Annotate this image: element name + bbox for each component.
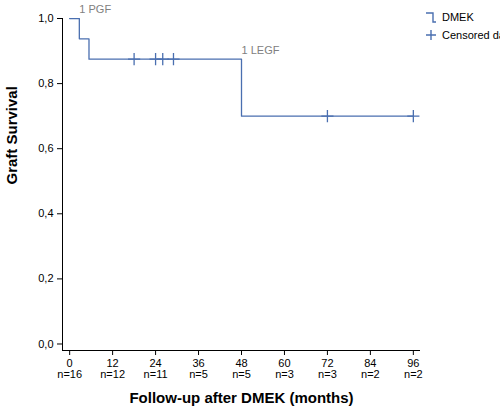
svg-text:0,6: 0,6	[38, 142, 53, 154]
svg-text:Follow-up after DMEK (months): Follow-up after DMEK (months)	[129, 389, 353, 406]
svg-text:0,2: 0,2	[38, 272, 53, 284]
svg-text:36n=5: 36n=5	[189, 357, 208, 380]
svg-text:84n=2: 84n=2	[361, 357, 380, 380]
svg-text:24n=11: 24n=11	[144, 357, 168, 380]
svg-text:0,0: 0,0	[38, 338, 53, 350]
html-text:DMEK: DMEK	[442, 11, 474, 23]
svg-text:48n=5: 48n=5	[232, 357, 251, 380]
svg-text:1 PGF: 1 PGF	[79, 3, 111, 15]
svg-text:1,0: 1,0	[38, 12, 53, 24]
svg-text:0,4: 0,4	[38, 207, 53, 219]
svg-text:96n=2: 96n=2	[404, 357, 423, 380]
svg-text:60n=3: 60n=3	[275, 357, 294, 380]
svg-text:72n=3: 72n=3	[318, 357, 337, 380]
svg-text:0,8: 0,8	[38, 77, 53, 89]
svg-text:0n=16: 0n=16	[57, 357, 82, 380]
svg-text:12n=12: 12n=12	[100, 357, 125, 380]
svg-text:Graft Survival: Graft Survival	[3, 86, 20, 184]
svg-text:1 LEGF: 1 LEGF	[242, 44, 280, 56]
